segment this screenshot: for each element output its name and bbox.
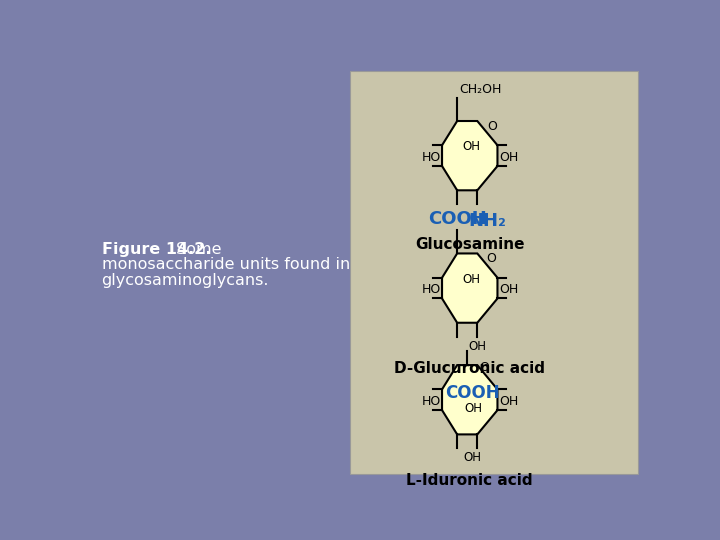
- Text: CH₂OH: CH₂OH: [459, 83, 502, 96]
- Text: L-Iduronic acid: L-Iduronic acid: [406, 473, 533, 488]
- Text: O: O: [479, 361, 489, 374]
- Text: OH: OH: [499, 395, 518, 408]
- Text: OH: OH: [462, 273, 480, 286]
- Polygon shape: [442, 253, 498, 323]
- Text: NH₂: NH₂: [469, 212, 506, 230]
- Text: HO: HO: [421, 284, 441, 296]
- Text: HO: HO: [421, 151, 441, 164]
- Text: OH: OH: [499, 284, 518, 296]
- Text: COOH: COOH: [445, 384, 500, 402]
- Text: Some: Some: [171, 242, 222, 257]
- Text: HO: HO: [421, 395, 441, 408]
- Text: D-Glucuronic acid: D-Glucuronic acid: [395, 361, 545, 376]
- Text: OH: OH: [464, 402, 482, 415]
- Text: Figure 14.2.: Figure 14.2.: [102, 242, 211, 257]
- Text: Glucosamine: Glucosamine: [415, 237, 524, 252]
- Text: OH: OH: [499, 151, 518, 164]
- Text: glycosaminoglycans.: glycosaminoglycans.: [102, 273, 269, 288]
- Polygon shape: [442, 365, 498, 434]
- Polygon shape: [442, 121, 498, 190]
- Text: O: O: [487, 120, 498, 133]
- Text: COOH: COOH: [428, 210, 487, 228]
- Text: OH: OH: [468, 340, 486, 353]
- Text: OH: OH: [463, 451, 481, 464]
- Text: O: O: [486, 252, 496, 265]
- Text: OH: OH: [462, 140, 480, 153]
- Bar: [350, 71, 638, 475]
- Text: monosaccharide units found in: monosaccharide units found in: [102, 257, 350, 272]
